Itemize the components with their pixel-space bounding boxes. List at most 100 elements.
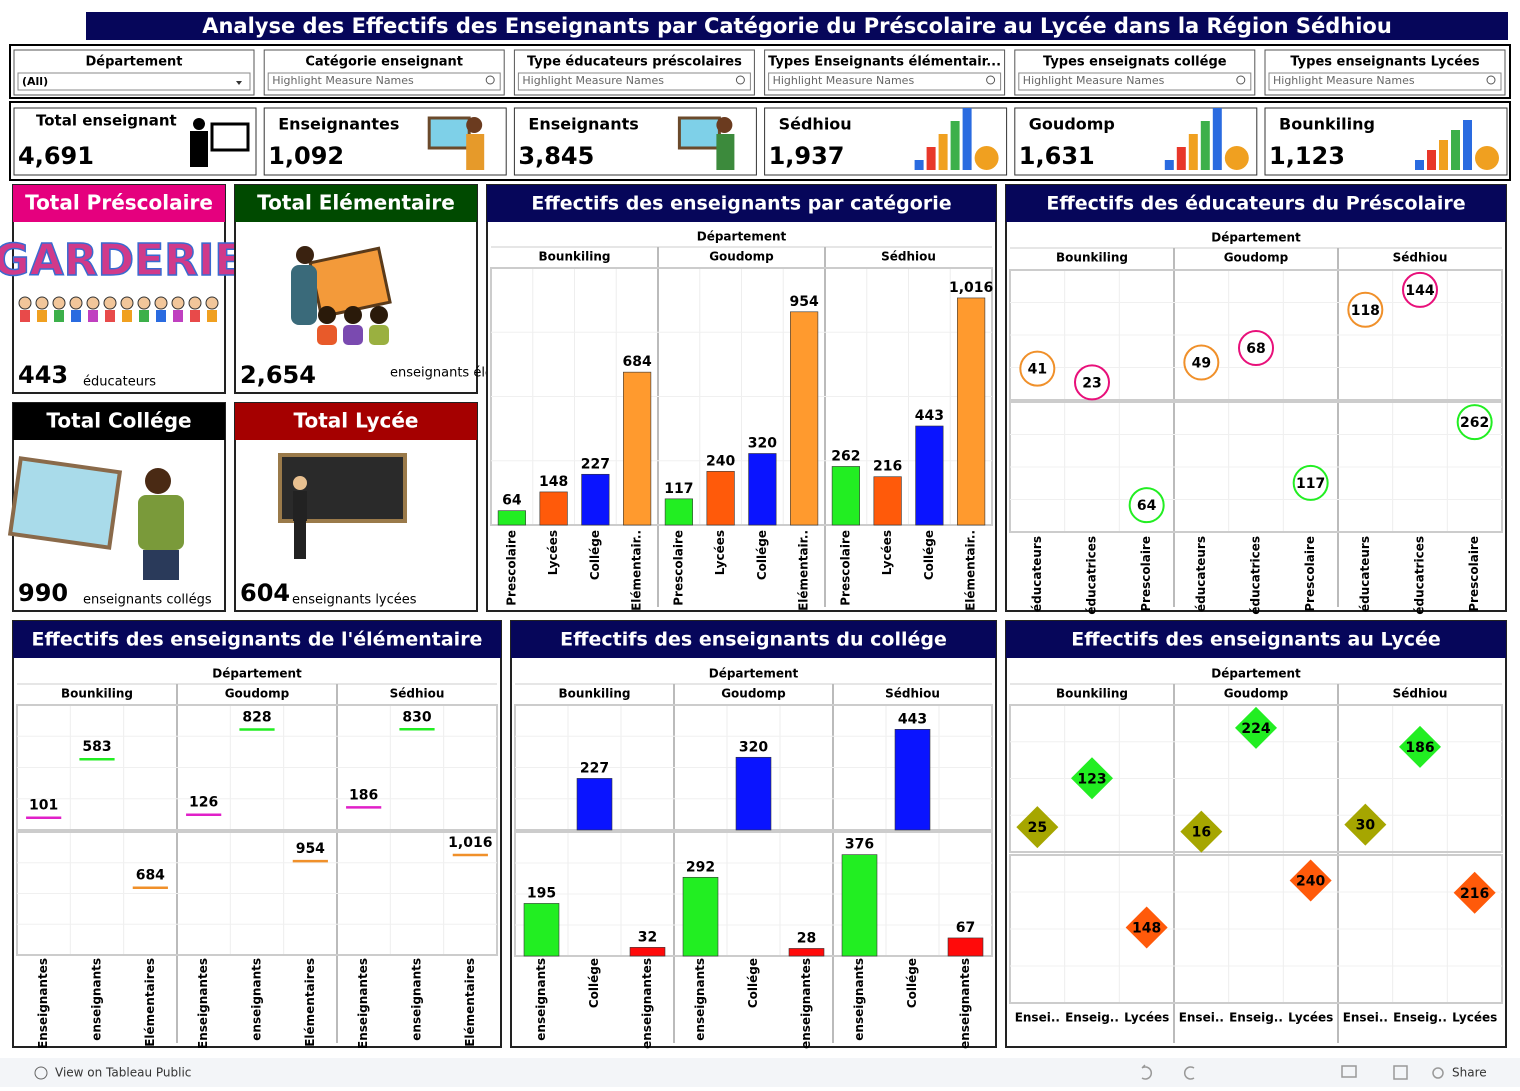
- kpi-value: 1,123: [1269, 142, 1345, 170]
- category-label: Elémentair..: [797, 530, 811, 611]
- category-label: enseignantes: [640, 958, 654, 1049]
- category-label: Ensei..: [1179, 1011, 1224, 1025]
- department-label: Bounkiling: [1056, 687, 1128, 701]
- category-label: Prescolaire: [838, 530, 852, 606]
- dot: [1019, 350, 1056, 387]
- chart-frame: [510, 620, 997, 1048]
- bar: [576, 778, 613, 831]
- chart-title: Effectifs des enseignants de l'élémentai…: [32, 629, 483, 651]
- tableau-icon: [34, 1066, 48, 1080]
- data-label: 227: [581, 456, 610, 472]
- bar: [497, 510, 526, 526]
- icon: [1415, 160, 1424, 170]
- kpi-label: Enseignants: [528, 115, 638, 134]
- data-label: 320: [748, 435, 777, 451]
- data-label: 684: [136, 868, 165, 884]
- filter-row: [9, 44, 1511, 99]
- category-label: Elémentaires: [143, 958, 157, 1047]
- diamond: [1399, 725, 1441, 768]
- category-label: Elémentaires: [463, 958, 477, 1047]
- kpi-label: Sédhiou: [779, 115, 852, 134]
- kpi-illustration: [427, 116, 485, 170]
- category-label: Lycées: [1288, 1011, 1333, 1025]
- data-label: 118: [1351, 303, 1380, 319]
- search-icon: [986, 75, 996, 85]
- data-label: 227: [580, 760, 609, 776]
- category-label: Elémentair..: [630, 530, 644, 611]
- kid: [105, 310, 115, 322]
- kid: [122, 310, 132, 322]
- total-illustration: [291, 246, 392, 345]
- column-header: Département: [697, 230, 787, 244]
- filter-input[interactable]: [1018, 72, 1252, 91]
- category-label: Prescolaire: [1467, 536, 1481, 612]
- department-label: Bounkiling: [559, 687, 631, 701]
- total-caption: enseignants collégs: [83, 593, 212, 608]
- pupil: [369, 325, 389, 345]
- filter-label: Département: [86, 55, 183, 70]
- total-header: [13, 185, 225, 222]
- category-label: Enseig..: [1065, 1011, 1119, 1025]
- dot: [1402, 271, 1438, 308]
- kid: [20, 310, 30, 322]
- dropdown-arrow: [236, 81, 242, 85]
- filter-placeholder: Highlight Measure Names: [1023, 74, 1165, 87]
- pupil: [343, 325, 363, 345]
- icon: [1439, 140, 1448, 170]
- department-label: Goudomp: [721, 687, 786, 701]
- diamond: [1016, 806, 1059, 849]
- filter-input[interactable]: [267, 72, 501, 91]
- kid: [52, 296, 66, 310]
- data-label: 68: [1246, 341, 1265, 357]
- teacher: [291, 265, 317, 325]
- share-button[interactable]: Share: [1452, 1066, 1487, 1080]
- data-label: 954: [296, 841, 325, 857]
- data-label: 443: [898, 711, 927, 727]
- bar: [831, 466, 860, 526]
- search-icon: [1486, 75, 1496, 85]
- chart: Effectifs des enseignants du collége Dépa…: [510, 620, 997, 1049]
- column-header: Département: [1211, 667, 1301, 681]
- teacher: [145, 468, 171, 494]
- category-label: Enseignantes: [36, 958, 50, 1049]
- chart-header: [1006, 621, 1506, 658]
- data-label: 30: [1356, 818, 1376, 834]
- department-label: Sédhiou: [1393, 251, 1448, 265]
- total-title: Total Préscolaire: [25, 191, 213, 215]
- category-label: éducateurs: [1030, 536, 1044, 612]
- chart: Effectifs des enseignants de l'élémentai…: [12, 620, 502, 1049]
- category-label: Prescolaire: [671, 530, 685, 606]
- category-label: Prescolaire: [504, 530, 518, 606]
- column-header: Département: [212, 667, 302, 681]
- kpi-label: Goudomp: [1029, 115, 1115, 134]
- data-label: 117: [664, 481, 693, 497]
- data-label: 262: [1460, 415, 1489, 431]
- filter-input[interactable]: [1268, 72, 1502, 91]
- tableau-link[interactable]: View on Tableau Public: [55, 1066, 191, 1080]
- department-label: Sédhiou: [390, 687, 445, 701]
- category-label: éducateurs: [1358, 536, 1372, 612]
- total-title: Total Collége: [46, 409, 191, 433]
- bar: [788, 948, 825, 957]
- bar: [748, 453, 777, 526]
- filter-input[interactable]: [17, 72, 251, 91]
- category-label: Lycées: [1452, 1011, 1497, 1025]
- kid: [86, 296, 100, 310]
- icon: [1188, 134, 1198, 170]
- icon: [677, 116, 721, 150]
- data-label: 16: [1192, 825, 1211, 841]
- total-value: 2,654: [240, 361, 316, 389]
- teacher: [293, 491, 307, 521]
- chart-frame: [12, 620, 502, 1048]
- kid: [37, 310, 47, 322]
- category-label: Collége: [755, 530, 769, 580]
- data-label: 954: [790, 294, 819, 310]
- icon: [938, 134, 948, 170]
- data-label: 117: [1296, 476, 1325, 492]
- kid: [139, 310, 149, 322]
- icon: [950, 121, 960, 170]
- kid: [171, 296, 185, 310]
- category-label: enseignants: [534, 958, 548, 1041]
- filter-input[interactable]: [517, 72, 751, 91]
- filter-input[interactable]: [768, 72, 1002, 91]
